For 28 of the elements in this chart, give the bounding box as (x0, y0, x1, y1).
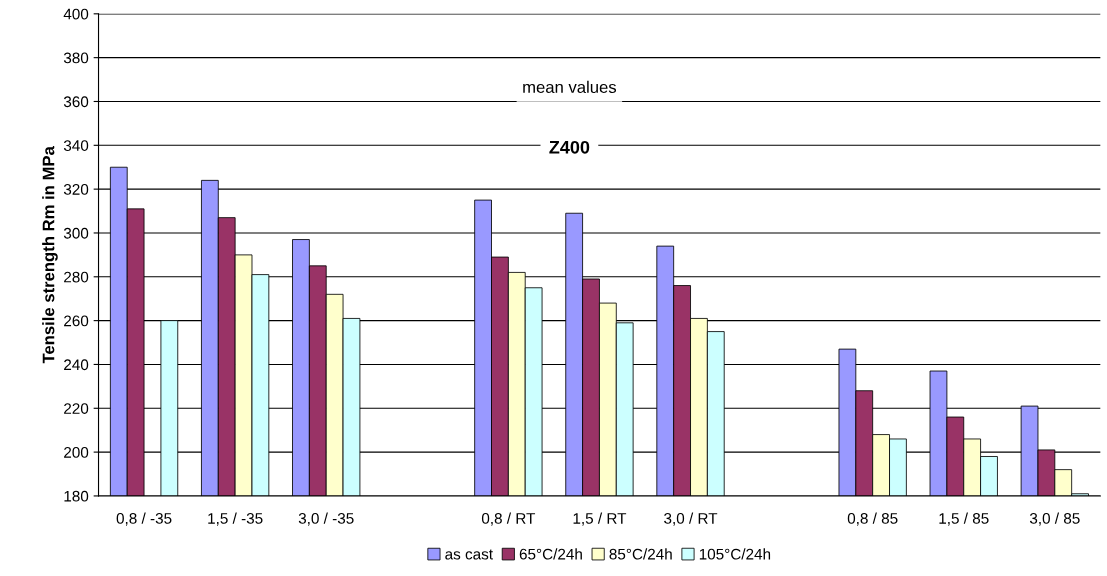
x-tick-label: 0,8 / 85 (847, 512, 898, 526)
x-tick-label: 1,5 / RT (573, 512, 627, 526)
legend-label: as cast (445, 549, 493, 560)
y-tick-label: 240 (64, 359, 89, 371)
x-tick-label: 0,8 / -35 (116, 512, 172, 526)
y-tick-label: 220 (64, 403, 89, 414)
y-tick-label: 280 (64, 271, 89, 283)
x-tick-label: 1,5 / 85 (939, 512, 989, 526)
y-tick-label: 340 (63, 140, 89, 151)
annotation: Z400 (549, 140, 590, 154)
y-tick-label: 260 (64, 315, 89, 327)
y-tick-label: 360 (63, 96, 89, 108)
legend-label: 65°C/24h (519, 548, 582, 560)
y-tick-label: 320 (63, 184, 89, 195)
y-axis-title: Tensile strength Rm in MPa (42, 146, 58, 364)
x-tick-label: 3,0 / RT (664, 512, 718, 526)
x-tick-label: 3,0 / -35 (298, 512, 354, 526)
y-tick-label: 400 (63, 8, 89, 20)
y-tick-label: 200 (64, 446, 89, 458)
legend-label: 85°C/24h (609, 548, 672, 560)
x-tick-label: 1,5 / -35 (208, 512, 263, 526)
y-tick-label: 380 (63, 52, 89, 64)
y-tick-label: 300 (63, 227, 89, 239)
x-tick-label: 3,0 / 85 (1029, 512, 1080, 526)
legend-label: 105°C/24h (699, 548, 771, 560)
annotation: mean values (523, 80, 617, 94)
y-tick-label: 180 (64, 490, 89, 502)
x-tick-label: 0,8 / RT (481, 512, 536, 526)
